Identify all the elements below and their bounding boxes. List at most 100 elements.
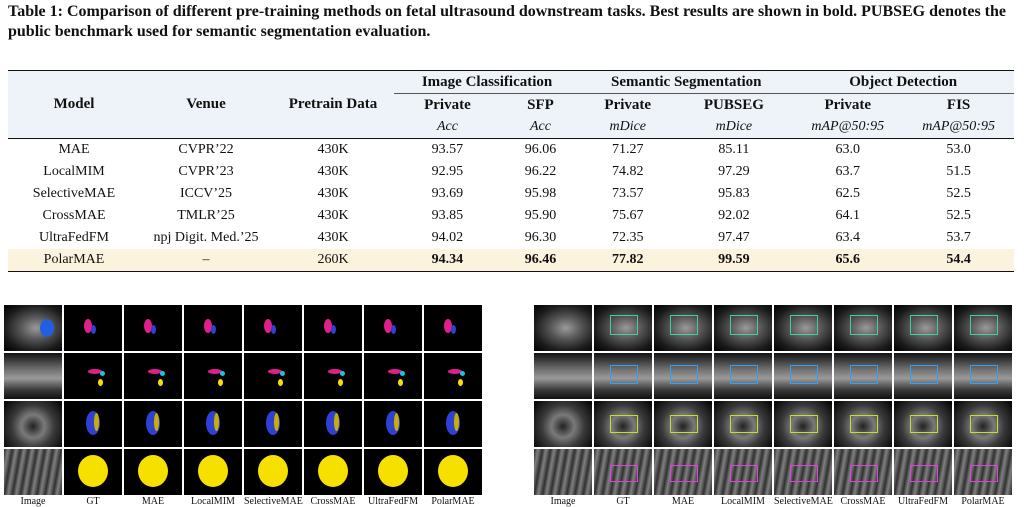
table-cell: 95.90 — [501, 205, 580, 227]
figure-column-label: LocalMIM — [714, 496, 772, 507]
detection-box — [610, 465, 638, 482]
table-cell: 260K — [272, 249, 394, 272]
table-cell: 74.82 — [580, 161, 675, 183]
metric-label: Acc — [394, 116, 501, 139]
table-cell: 430K — [272, 161, 394, 183]
detection-box — [610, 315, 638, 335]
group-header-detection: Object Detection — [792, 71, 1014, 94]
segmentation-mask — [364, 401, 422, 447]
table-cell: 54.4 — [903, 249, 1014, 272]
table-cell: 85.11 — [675, 139, 792, 162]
segmentation-mask — [424, 401, 482, 447]
segmentation-mask — [244, 449, 302, 495]
table-cell: 65.6 — [792, 249, 903, 272]
ultrasound-image — [4, 449, 62, 495]
detection-box — [790, 415, 818, 433]
detection-box — [730, 365, 758, 384]
table-cell: PolarMAE — [8, 249, 140, 272]
segmentation-mask — [424, 353, 482, 399]
segmentation-mask — [304, 353, 362, 399]
segmentation-mask — [64, 305, 122, 351]
subheader-det-fis: FIS — [903, 94, 1014, 117]
detection-result — [834, 449, 892, 495]
mask-region — [211, 325, 216, 334]
detection-figure: Image GT MAE LocalMIM SelectiveMAE CrossMAE Ul… — [534, 305, 1012, 507]
table-row: CrossMAE TMLR’25 430K 93.85 95.90 75.67 92.02 6… — [8, 205, 1014, 227]
table-cell: 63.7 — [792, 161, 903, 183]
mask-region — [158, 379, 163, 386]
segmentation-mask — [364, 353, 422, 399]
segmentation-mask — [64, 449, 122, 495]
mask-region — [78, 455, 108, 487]
detection-result — [654, 449, 712, 495]
header-pretrain-data: Pretrain Data — [272, 94, 394, 117]
header-row-groups: Image Classification Semantic Segmentati… — [8, 71, 1014, 94]
table-cell: 94.02 — [394, 227, 501, 249]
segmentation-mask — [64, 401, 122, 447]
group-header-segmentation: Semantic Segmentation — [580, 71, 792, 94]
mask-region — [378, 455, 408, 487]
detection-result — [714, 353, 772, 399]
table-cell: 71.27 — [580, 139, 675, 162]
mask-region — [451, 325, 456, 334]
table-cell: MAE — [8, 139, 140, 162]
mask-region — [331, 325, 336, 334]
mask-region — [214, 413, 219, 431]
table-cell: CrossMAE — [8, 205, 140, 227]
detection-result — [714, 305, 772, 351]
detection-result — [894, 353, 952, 399]
detection-result — [954, 401, 1012, 447]
segmentation-mask — [424, 305, 482, 351]
ultrasound-image — [534, 353, 592, 399]
detection-box — [850, 465, 878, 482]
table-row: UltraFedFM npj Digit. Med.’25 430K 94.02 96.… — [8, 227, 1014, 249]
detection-box — [610, 415, 638, 433]
detection-result — [654, 305, 712, 351]
detection-box — [910, 415, 938, 433]
mask-region — [271, 325, 276, 334]
mask-region — [398, 379, 403, 386]
detection-box — [790, 465, 818, 482]
segmentation-mask — [124, 449, 182, 495]
table-cell: 52.5 — [903, 205, 1014, 227]
table-cell: 95.83 — [675, 183, 792, 205]
detection-box — [910, 365, 938, 384]
detection-result — [714, 401, 772, 447]
ultrasound-image — [534, 401, 592, 447]
table-cell: 52.5 — [903, 183, 1014, 205]
table-cell: 53.7 — [903, 227, 1014, 249]
detection-box — [730, 315, 758, 335]
table-cell: 93.85 — [394, 205, 501, 227]
mask-region — [151, 325, 156, 334]
detection-result — [834, 401, 892, 447]
detection-result — [594, 401, 652, 447]
segmentation-mask — [124, 305, 182, 351]
mask-region — [154, 413, 159, 431]
table-cell: 72.35 — [580, 227, 675, 249]
overlay-blob — [40, 319, 54, 337]
table-cell: 75.67 — [580, 205, 675, 227]
table-cell: 92.02 — [675, 205, 792, 227]
detection-result — [894, 449, 952, 495]
subheader-cls-private: Private — [394, 94, 501, 117]
table-cell: 93.69 — [394, 183, 501, 205]
table-cell: 62.5 — [792, 183, 903, 205]
detection-result — [654, 401, 712, 447]
detection-result — [774, 449, 832, 495]
subheader-det-private: Private — [792, 94, 903, 117]
subheader-cls-sfp: SFP — [501, 94, 580, 117]
metric-label: mAP@50:95 — [792, 116, 903, 139]
table-cell: ICCV’25 — [140, 183, 272, 205]
detection-result — [594, 353, 652, 399]
table-row-polarmae: PolarMAE –260K 94.34 96.46 77.82 99.59 65.6 54.… — [8, 249, 1014, 272]
detection-result — [954, 353, 1012, 399]
segmentation-mask — [184, 449, 242, 495]
table-cell: CVPR’23 — [140, 161, 272, 183]
detection-result — [774, 401, 832, 447]
mask-region — [160, 371, 165, 376]
detection-box — [670, 465, 698, 482]
detection-box — [670, 415, 698, 433]
table-cell: 92.95 — [394, 161, 501, 183]
mask-region — [318, 455, 348, 487]
mask-region — [438, 455, 468, 487]
